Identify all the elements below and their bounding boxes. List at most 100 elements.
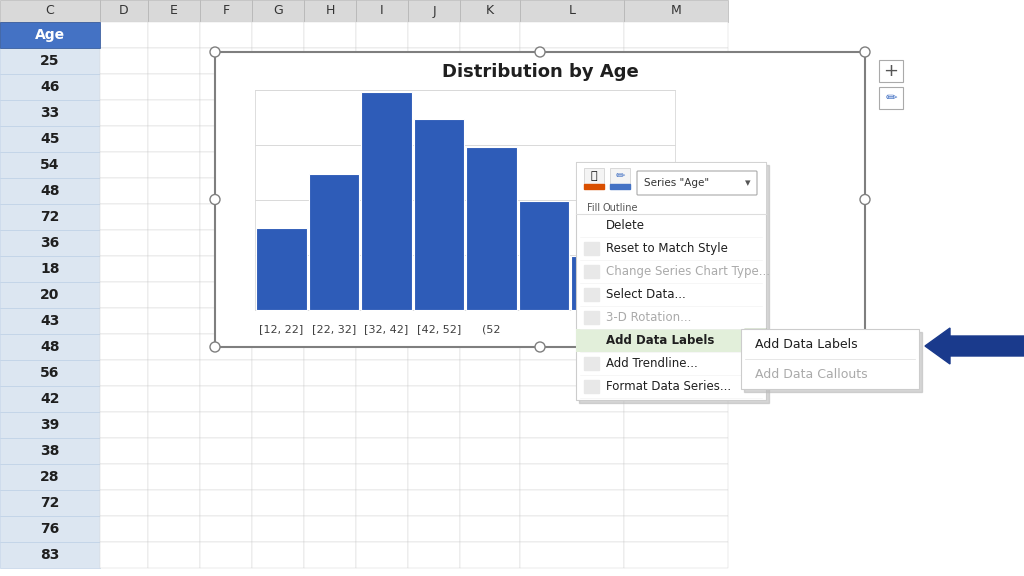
Text: 39: 39 xyxy=(40,418,59,432)
Bar xyxy=(624,438,728,464)
Bar xyxy=(356,0,408,22)
Text: 25: 25 xyxy=(40,54,59,68)
Bar xyxy=(356,126,408,152)
Text: 54: 54 xyxy=(40,158,59,172)
Text: 83: 83 xyxy=(40,548,59,562)
Bar xyxy=(0,464,100,490)
Bar xyxy=(200,490,252,516)
Bar xyxy=(100,516,148,542)
Bar xyxy=(520,22,624,48)
Bar xyxy=(624,126,728,152)
Bar xyxy=(255,90,675,310)
Bar xyxy=(624,542,728,568)
FancyArrow shape xyxy=(925,328,1024,364)
Text: [12, 22]: [12, 22] xyxy=(259,324,303,334)
Bar xyxy=(624,256,728,282)
Bar xyxy=(624,0,728,22)
Bar xyxy=(252,516,304,542)
Bar xyxy=(200,230,252,256)
Bar xyxy=(356,412,408,438)
Bar xyxy=(624,516,728,542)
Text: Format Data Series...: Format Data Series... xyxy=(606,380,731,393)
Bar xyxy=(304,204,356,230)
Bar xyxy=(460,334,520,360)
Text: M: M xyxy=(671,5,681,17)
Bar xyxy=(460,490,520,516)
Text: 38: 38 xyxy=(40,444,59,458)
Bar xyxy=(0,516,100,542)
Bar xyxy=(200,152,252,178)
Bar xyxy=(304,334,356,360)
Text: +: + xyxy=(884,62,898,80)
Bar xyxy=(304,126,356,152)
Bar xyxy=(148,516,200,542)
Text: Change Series Chart Type...: Change Series Chart Type... xyxy=(606,265,770,278)
Circle shape xyxy=(535,47,545,57)
Bar xyxy=(520,230,624,256)
Bar xyxy=(408,282,460,308)
Bar xyxy=(520,74,624,100)
Bar xyxy=(148,490,200,516)
Bar xyxy=(624,386,728,412)
Bar xyxy=(0,230,100,256)
Text: 76: 76 xyxy=(40,522,59,536)
Bar xyxy=(361,92,412,310)
Bar xyxy=(200,74,252,100)
Bar xyxy=(200,464,252,490)
Bar xyxy=(304,412,356,438)
Bar xyxy=(520,542,624,568)
Bar xyxy=(520,360,624,386)
Bar xyxy=(200,282,252,308)
Bar xyxy=(252,438,304,464)
Bar xyxy=(460,464,520,490)
Bar xyxy=(520,516,624,542)
Bar xyxy=(148,178,200,204)
Bar xyxy=(408,360,460,386)
Text: 36: 36 xyxy=(40,236,59,250)
Text: ▾: ▾ xyxy=(745,178,751,188)
Bar xyxy=(148,48,200,74)
Bar xyxy=(0,412,100,438)
Bar xyxy=(575,162,766,214)
Text: 28: 28 xyxy=(40,470,59,484)
Bar xyxy=(200,178,252,204)
Bar xyxy=(0,282,100,308)
Bar xyxy=(252,282,304,308)
Bar xyxy=(610,168,630,184)
Bar xyxy=(408,178,460,204)
Bar xyxy=(148,100,200,126)
Bar xyxy=(200,334,252,360)
Text: 56: 56 xyxy=(40,366,59,380)
Bar xyxy=(252,126,304,152)
Bar xyxy=(0,438,100,464)
Bar xyxy=(575,329,766,352)
Bar xyxy=(304,230,356,256)
Text: E: E xyxy=(170,5,178,17)
Bar xyxy=(356,100,408,126)
Bar xyxy=(408,22,460,48)
Text: J: J xyxy=(432,5,436,17)
Bar xyxy=(624,412,728,438)
Bar xyxy=(624,490,728,516)
Text: Age: Age xyxy=(35,28,66,42)
Bar xyxy=(520,48,624,74)
Bar xyxy=(200,516,252,542)
Bar xyxy=(356,256,408,282)
Bar xyxy=(100,204,148,230)
Bar xyxy=(100,464,148,490)
Text: 20: 20 xyxy=(40,288,59,302)
Bar xyxy=(460,48,520,74)
Text: Select Data...: Select Data... xyxy=(606,288,686,301)
Bar xyxy=(518,201,569,310)
Bar xyxy=(408,438,460,464)
Text: Add Data Callouts: Add Data Callouts xyxy=(755,367,867,381)
Bar xyxy=(356,282,408,308)
Circle shape xyxy=(210,195,220,204)
Bar xyxy=(408,126,460,152)
Bar xyxy=(304,360,356,386)
Bar xyxy=(460,438,520,464)
Bar xyxy=(408,516,460,542)
Bar xyxy=(148,282,200,308)
Bar xyxy=(520,412,624,438)
Text: 33: 33 xyxy=(40,106,59,120)
